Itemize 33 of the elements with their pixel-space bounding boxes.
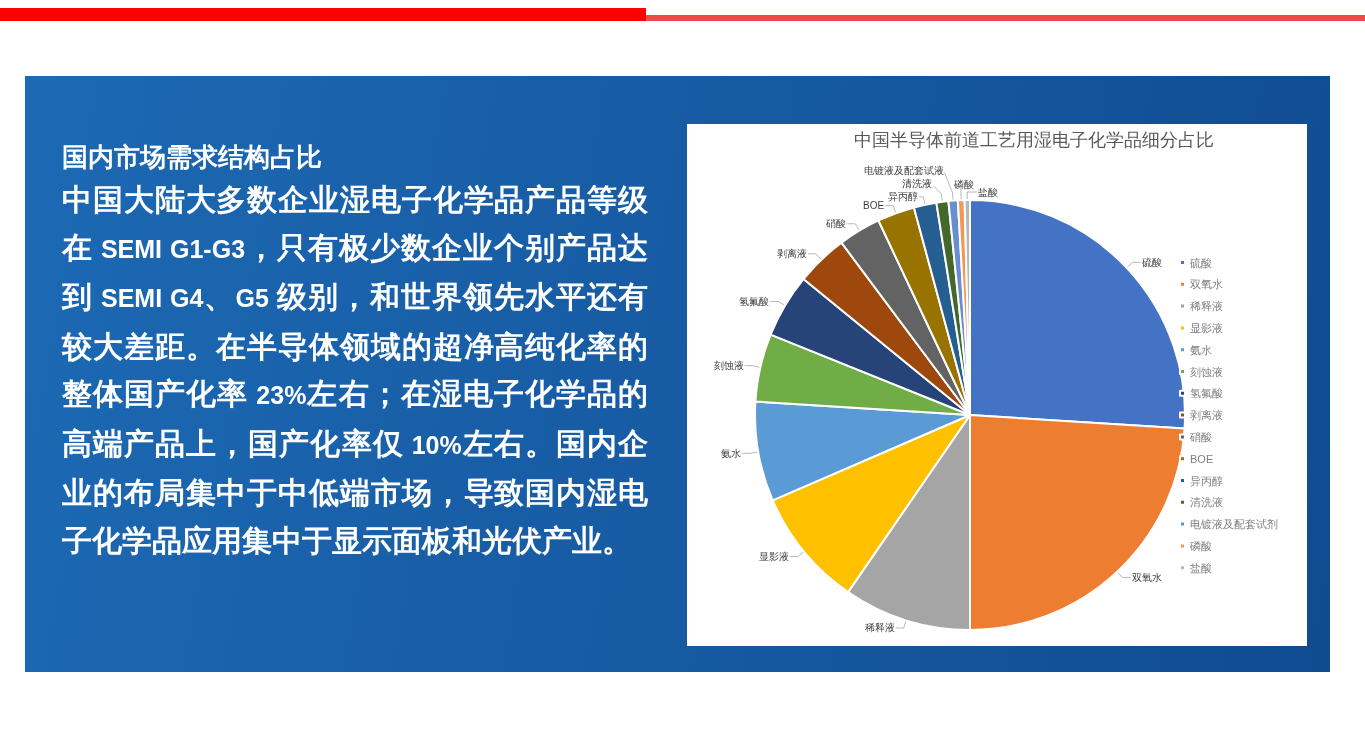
legend-label: 氢氟酸 [1190,387,1223,400]
data-label: 氢氟酸 [739,295,770,307]
data-label: 稀释液 [864,622,895,634]
legend-label: 磷酸 [1189,539,1212,552]
data-label: BOE [863,200,885,212]
data-label: 显影液 [758,551,789,563]
legend-label: 硫酸 [1190,256,1212,269]
legend-label: 硝酸 [1189,430,1212,443]
data-label: 电镀液及配套试液 [863,165,944,177]
data-label: 硫酸 [1141,256,1162,268]
text: 中国大陆大多数企业湿电子化学品产品等级在 SEMI G1-G3，只有极少数企业个别产品达到 SEMI G4、G5 级别，和世界领先水平还有较大差距。在半导体领域的超净高纯化率的整体国产化率 23%左右；在湿电子化学品的高端产品上，国产化率仅 10%左右。国内企业的布局集中于中低端市场，导致国内湿电子化学品应用集中于显示面板和光伏产业。 [62,183,649,557]
legend-label: BOE [1190,452,1214,465]
data-label: 双氧水 [1131,572,1162,584]
legend-label: 稀释液 [1190,300,1223,313]
legend-label: 氨水 [1190,343,1212,356]
legend-label: 显影液 [1190,321,1223,334]
data-label: 磷酸 [952,178,974,190]
legend-label: 双氧水 [1190,278,1223,291]
text: 国内市场需求结构占比 [62,141,323,174]
data-label: 清洗液 [902,178,933,190]
data-label: 氨水 [721,447,742,459]
legend-label: 剥离液 [1190,409,1223,422]
data-label: 盐酸 [978,186,999,198]
legend-label: 清洗液 [1190,496,1223,509]
legend-label: 盐酸 [1190,561,1212,574]
legend-label: 电镀液及配套试剂 [1190,518,1278,531]
data-label: 异丙醇 [888,191,919,203]
data-label: 剥离液 [776,248,807,260]
legend-label: 刻蚀液 [1190,365,1223,378]
legend-label: 异丙醇 [1190,474,1223,487]
data-label: 刻蚀液 [713,360,744,372]
chart-title: 中国半导体前道工艺用湿电子化学品细分占比 [854,130,1214,150]
data-label: 硝酸 [825,218,847,230]
